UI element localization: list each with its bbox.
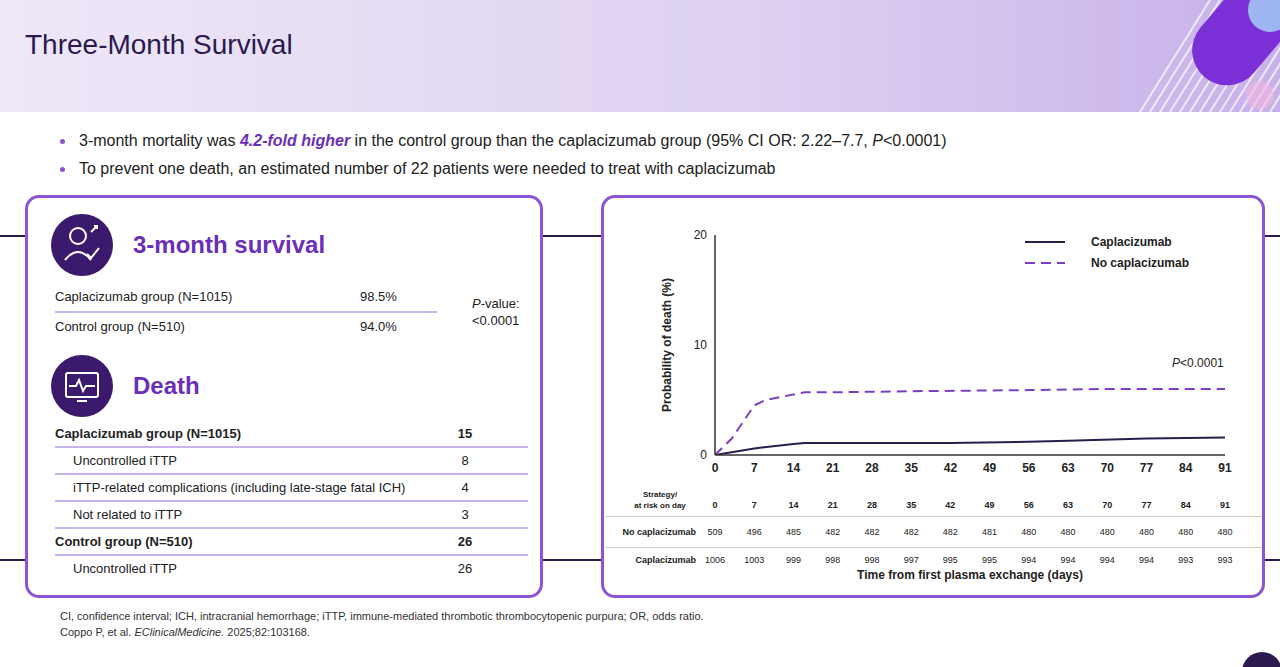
svg-text:7: 7 bbox=[751, 461, 758, 475]
svg-text:84: 84 bbox=[1179, 461, 1193, 475]
svg-text:63: 63 bbox=[1061, 461, 1075, 475]
html-text:15: 15 bbox=[457, 426, 473, 441]
html-text:CI, confidence interval; ICH,: CI, confidence interval; ICH, intracrani… bbox=[60, 610, 704, 622]
html-text:No caplacizumab: No caplacizumab bbox=[1091, 255, 1189, 270]
html-text:Coppo P, et al. EClinicalMedic: Coppo P, et al. EClinicalMedicine. 2025;… bbox=[60, 626, 310, 638]
html-text:iTTP-related complications (in: iTTP-related complications (including la… bbox=[73, 480, 406, 495]
html-text:84: 84 bbox=[1180, 500, 1191, 510]
html-text:21: 21 bbox=[827, 500, 838, 510]
html-text:Control group (N=510): Control group (N=510) bbox=[55, 534, 193, 549]
html-text:7: 7 bbox=[751, 500, 757, 510]
html-text:994: 994 bbox=[1139, 555, 1154, 565]
html-text:999: 999 bbox=[785, 555, 801, 565]
html-text:482: 482 bbox=[825, 527, 841, 537]
svg-text:91: 91 bbox=[1218, 461, 1232, 475]
html-text:Caplacizumab: Caplacizumab bbox=[1091, 234, 1172, 249]
html-text:94.0%: 94.0% bbox=[360, 319, 397, 334]
html-text:480: 480 bbox=[1178, 527, 1194, 537]
html-text:482: 482 bbox=[903, 527, 919, 537]
svg-text:0: 0 bbox=[700, 448, 707, 462]
html-text:28: 28 bbox=[866, 500, 877, 510]
html-text:Caplacizumab: Caplacizumab bbox=[635, 555, 696, 565]
svg-text:49: 49 bbox=[983, 461, 997, 475]
svg-text:21: 21 bbox=[826, 461, 840, 475]
html-text:994: 994 bbox=[1060, 555, 1076, 565]
html-text:997: 997 bbox=[903, 555, 919, 565]
html-text:Control group (N=510): Control group (N=510) bbox=[55, 319, 185, 334]
html-text:1003: 1003 bbox=[744, 555, 765, 565]
html-text:77: 77 bbox=[1141, 500, 1152, 510]
html-text:4: 4 bbox=[461, 480, 469, 495]
html-text:3-month survival: 3-month survival bbox=[133, 231, 325, 258]
svg-text:35: 35 bbox=[904, 461, 918, 475]
html-text:998: 998 bbox=[825, 555, 841, 565]
html-text:Death: Death bbox=[133, 372, 200, 399]
html-text:Uncontrolled iTTP: Uncontrolled iTTP bbox=[73, 561, 177, 576]
svg-text:14: 14 bbox=[787, 461, 801, 475]
html-text:993: 993 bbox=[1178, 555, 1194, 565]
html-text:49: 49 bbox=[984, 500, 995, 510]
html-text:1006: 1006 bbox=[705, 555, 725, 565]
svg-text:20: 20 bbox=[694, 228, 708, 242]
html-text:26: 26 bbox=[457, 534, 473, 549]
html-text:994: 994 bbox=[1021, 555, 1037, 565]
html-text:480: 480 bbox=[1021, 527, 1037, 537]
html-text:998: 998 bbox=[864, 555, 880, 565]
html-text:480: 480 bbox=[1099, 527, 1115, 537]
html-text:70: 70 bbox=[1102, 500, 1113, 510]
html-text:To prevent one death, an estim: To prevent one death, an estimated numbe… bbox=[79, 160, 776, 177]
html-text:<0.0001: <0.0001 bbox=[472, 313, 520, 328]
html-text:14: 14 bbox=[788, 500, 799, 510]
html-text:Caplacizumab group (N=1015): Caplacizumab group (N=1015) bbox=[55, 426, 241, 441]
html-text:509: 509 bbox=[707, 527, 723, 537]
svg-text:42: 42 bbox=[944, 461, 958, 475]
html-text:91: 91 bbox=[1220, 500, 1230, 510]
svg-text:Probability of death (%): Probability of death (%) bbox=[660, 278, 674, 412]
html-text:Uncontrolled iTTP: Uncontrolled iTTP bbox=[73, 453, 177, 468]
svg-text:77: 77 bbox=[1140, 461, 1154, 475]
html-text:56: 56 bbox=[1023, 500, 1034, 510]
html-text:993: 993 bbox=[1217, 555, 1233, 565]
html-text:Not related to iTTP: Not related to iTTP bbox=[73, 507, 183, 522]
html-text:63: 63 bbox=[1063, 500, 1074, 510]
html-text:at risk on day: at risk on day bbox=[634, 501, 686, 510]
html-text:496: 496 bbox=[746, 527, 762, 537]
html-text:Time from first plasma exchang: Time from first plasma exchange (days) bbox=[857, 568, 1083, 582]
html-text:P -value:: P -value: bbox=[472, 296, 520, 311]
html-text:8: 8 bbox=[461, 453, 469, 468]
html-text:480: 480 bbox=[1217, 527, 1233, 537]
html-text:995: 995 bbox=[942, 555, 958, 565]
html-text:Strategy/: Strategy/ bbox=[642, 490, 678, 499]
html-text:No caplacizumab: No caplacizumab bbox=[622, 527, 696, 537]
html-text:42: 42 bbox=[945, 500, 956, 510]
html-text:995: 995 bbox=[982, 555, 998, 565]
html-text:482: 482 bbox=[942, 527, 958, 537]
html-text:98.5%: 98.5% bbox=[360, 289, 397, 304]
html-text:26: 26 bbox=[457, 561, 473, 576]
svg-text:0: 0 bbox=[712, 461, 719, 475]
html-text:482: 482 bbox=[864, 527, 880, 537]
html-text:481: 481 bbox=[982, 527, 998, 537]
html-text:994: 994 bbox=[1099, 555, 1115, 565]
svg-text:28: 28 bbox=[865, 461, 879, 475]
html-text:0: 0 bbox=[712, 500, 718, 510]
svg-text:56: 56 bbox=[1022, 461, 1036, 475]
html-text:P <0.0001: P <0.0001 bbox=[1172, 356, 1224, 370]
svg-text:70: 70 bbox=[1101, 461, 1115, 475]
html-text:35: 35 bbox=[906, 500, 917, 510]
html-text:480: 480 bbox=[1060, 527, 1076, 537]
svg-text:10: 10 bbox=[694, 338, 708, 352]
html-text:3: 3 bbox=[461, 507, 469, 522]
html-text:Caplacizumab group (N=1015): Caplacizumab group (N=1015) bbox=[55, 289, 233, 304]
html-text:480: 480 bbox=[1139, 527, 1154, 537]
html-text:Three-Month Survival: Three-Month Survival bbox=[25, 29, 293, 60]
html-text:3-month mortality was 4.2-fold: 3-month mortality was 4.2-fold higher in… bbox=[79, 132, 947, 149]
html-text:485: 485 bbox=[785, 527, 801, 537]
